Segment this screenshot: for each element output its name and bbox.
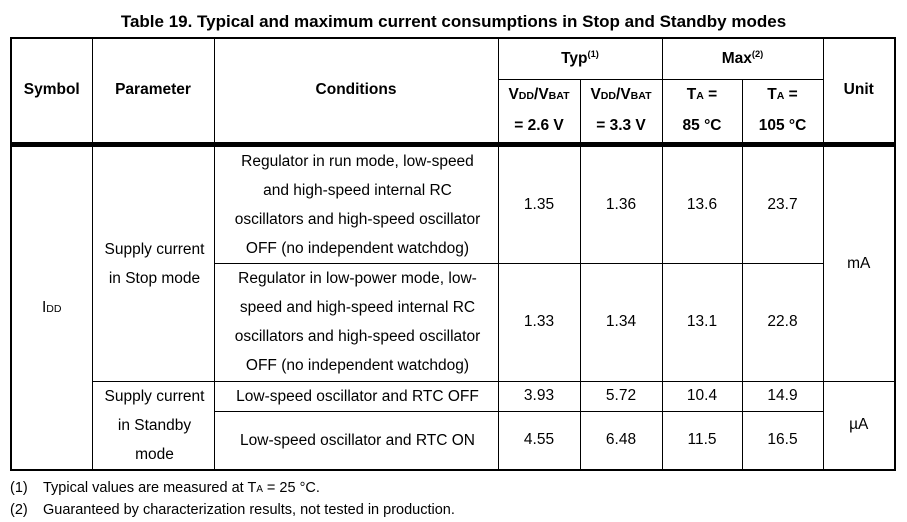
value-cell: 1.35 xyxy=(497,143,581,264)
table-row: Supply current in Standby mode Low-speed… xyxy=(11,380,896,470)
value-cell: 16.5 xyxy=(741,411,824,470)
footnote-text: Typical values are measured at TA = 25 °… xyxy=(43,480,320,496)
parameter-cell-stop: Supply current in Stop mode xyxy=(91,143,215,382)
value-cell: 1.34 xyxy=(579,262,663,382)
temperature-value: 85 °C xyxy=(682,117,722,134)
conditions-cell: Regulator in low-power mode, low- speed … xyxy=(213,262,499,382)
conditions-cell: Low-speed oscillator and RTC OFF xyxy=(213,380,499,413)
col-header-ta-85: TA = 85 °C xyxy=(661,78,743,147)
temperature-value: 105 °C xyxy=(758,117,807,134)
col-header-symbol: Symbol xyxy=(10,37,93,147)
header-row-1: Symbol Parameter Conditions Typ(1) Max(2… xyxy=(10,37,896,147)
footnote-text: Guaranteed by characterization results, … xyxy=(43,502,455,518)
footnote-1: (1) Typical values are measured at TA = … xyxy=(10,478,900,500)
col-header-max: Max(2) xyxy=(661,37,824,80)
footnote-marker: (1) xyxy=(10,480,28,496)
max-label: Max xyxy=(721,50,752,68)
col-header-vdd-3v3: VDD/VBAT = 3.3 V xyxy=(579,78,663,147)
ta-line: TA = xyxy=(767,86,798,103)
table-row: Regulator in low-power mode, low- speed … xyxy=(11,262,895,382)
parameter-cell-standby: Supply current in Standby mode xyxy=(91,380,215,470)
value-cell: 4.55 xyxy=(497,411,581,470)
vdd-vbat-line: VDD/VBAT xyxy=(590,86,652,103)
unit-cell-ma: mA xyxy=(822,143,896,382)
col-header-ta-105: TA = 105 °C xyxy=(741,78,824,147)
typ-footnote-ref: (1) xyxy=(587,49,599,60)
value-cell: 14.9 xyxy=(741,380,824,413)
conditions-cell: Low-speed oscillator and RTC ON xyxy=(213,411,499,470)
ta-line: TA = xyxy=(686,86,718,103)
value-cell: 6.48 xyxy=(579,411,663,470)
conditions-cell: Regulator in run mode, low-speed and hig… xyxy=(213,143,499,264)
col-header-typ: Typ(1) xyxy=(497,37,663,80)
footnotes: (1) Typical values are measured at TA = … xyxy=(10,478,900,522)
table-row: Low-speed oscillator and RTC ON 4.55 6.4… xyxy=(11,411,895,470)
value-cell: 13.6 xyxy=(661,143,743,264)
value-cell: 11.5 xyxy=(661,411,743,470)
voltage-value: = 3.3 V xyxy=(596,117,646,134)
col-header-unit: Unit xyxy=(822,37,896,147)
max-footnote-ref: (2) xyxy=(751,49,764,60)
typ-label: Typ xyxy=(561,50,588,68)
col-header-conditions: Conditions xyxy=(213,37,499,147)
col-header-vdd-2v6: VDD/VBAT = 2.6 V xyxy=(497,78,581,147)
footnote-marker: (2) xyxy=(10,502,28,518)
value-cell: 1.36 xyxy=(579,143,663,264)
col-header-parameter: Parameter xyxy=(91,37,215,147)
footnote-2: (2) Guaranteed by characterization resul… xyxy=(10,500,900,522)
vdd-vbat-line: VDD/VBAT xyxy=(508,86,570,103)
header-row-2: VDD/VBAT = 2.6 V VDD/VBAT = 3.3 V TA = 8… xyxy=(11,78,895,147)
value-cell: 22.8 xyxy=(741,262,824,382)
table-row: IDD Supply current in Stop mode Regulato… xyxy=(10,143,896,470)
current-consumption-table: Symbol Parameter Conditions Typ(1) Max(2… xyxy=(10,37,896,471)
value-cell: 23.7 xyxy=(741,143,824,264)
table-title: Table 19. Typical and maximum current co… xyxy=(120,12,787,31)
value-cell: 1.33 xyxy=(497,262,581,382)
symbol-cell-idd: IDD xyxy=(10,143,93,470)
value-cell: 3.93 xyxy=(497,380,581,413)
value-cell: 5.72 xyxy=(579,380,663,413)
value-cell: 13.1 xyxy=(661,262,743,382)
voltage-value: = 2.6 V xyxy=(514,117,564,134)
unit-cell-ua: µA xyxy=(822,380,896,470)
value-cell: 10.4 xyxy=(661,380,743,413)
